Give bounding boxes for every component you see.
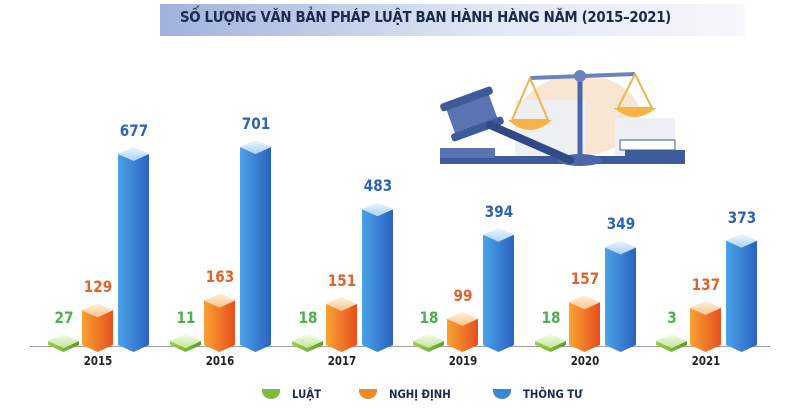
- legend: LUẬT NGHỊ ĐỊNH THÔNG TƯ: [262, 387, 625, 401]
- x-tick-label: 2017: [327, 354, 357, 368]
- value-label: 11: [176, 308, 196, 327]
- legend-item-nghi-dinh: NGHỊ ĐỊNH: [359, 387, 459, 401]
- chart-title: SỐ LƯỢNG VĂN BẢN PHÁP LUẬT BAN HÀNH HÀNG…: [180, 8, 671, 26]
- value-label: 3: [667, 308, 677, 327]
- value-label: 27: [54, 308, 74, 327]
- value-label: 18: [541, 308, 561, 327]
- legend-label: LUẬT: [292, 387, 322, 401]
- legend-item-thong-tu: THÔNG TƯ: [493, 387, 591, 401]
- bar-green-2020: [535, 334, 566, 352]
- title-band: [160, 4, 745, 36]
- bar-orange-2017: [326, 296, 357, 352]
- thong-tu-swatch-icon: [493, 389, 512, 399]
- bar-orange-2016: [204, 293, 235, 352]
- bar-green-2016: [170, 334, 201, 352]
- value-label: 129: [83, 277, 113, 297]
- nghi-dinh-swatch-icon: [359, 389, 378, 399]
- value-label: 701: [241, 114, 271, 133]
- value-label: 137: [691, 274, 721, 294]
- x-axis-baseline: [30, 346, 770, 347]
- value-label: 373: [727, 207, 757, 227]
- legend-item-luat: LUẬT: [262, 387, 325, 401]
- x-tick-label: 2019: [448, 354, 478, 368]
- value-label: 99: [453, 285, 473, 305]
- value-label: 18: [419, 308, 439, 327]
- value-label: 163: [205, 267, 235, 287]
- value-label: 349: [606, 214, 636, 234]
- bar-orange-2019: [447, 311, 478, 352]
- value-label: 483: [363, 176, 393, 196]
- bar-blue-2017: [362, 202, 393, 352]
- x-tick-label: 2020: [570, 354, 600, 368]
- bar-blue-2020: [605, 240, 636, 352]
- bar-blue-2016: [240, 140, 271, 352]
- value-label: 151: [327, 270, 357, 290]
- bar-blue-2021: [726, 233, 757, 352]
- luat-swatch-icon: [262, 389, 280, 399]
- value-label: 677: [119, 120, 149, 140]
- bar-blue-2019: [483, 227, 514, 352]
- legend-label: THÔNG TƯ: [523, 387, 583, 401]
- bar-green-2017: [292, 334, 323, 352]
- scales-of-justice-and-gavel-icon: [440, 70, 685, 166]
- bar-green-2021: [656, 334, 687, 352]
- x-tick-label: 2021: [691, 354, 721, 368]
- bar-green-2015: [48, 334, 79, 352]
- bar-blue-2015: [118, 146, 149, 352]
- x-tick-label: 2015: [83, 354, 113, 368]
- x-tick-label: 2016: [205, 354, 235, 368]
- value-label: 18: [298, 308, 318, 327]
- bar-orange-2020: [569, 295, 600, 352]
- bar-orange-2015: [82, 303, 113, 352]
- value-label: 157: [570, 269, 600, 289]
- value-label: 394: [484, 201, 514, 221]
- legend-label: NGHỊ ĐỊNH: [389, 387, 451, 401]
- bar-orange-2021: [690, 300, 721, 352]
- bar-green-2019: [413, 334, 444, 352]
